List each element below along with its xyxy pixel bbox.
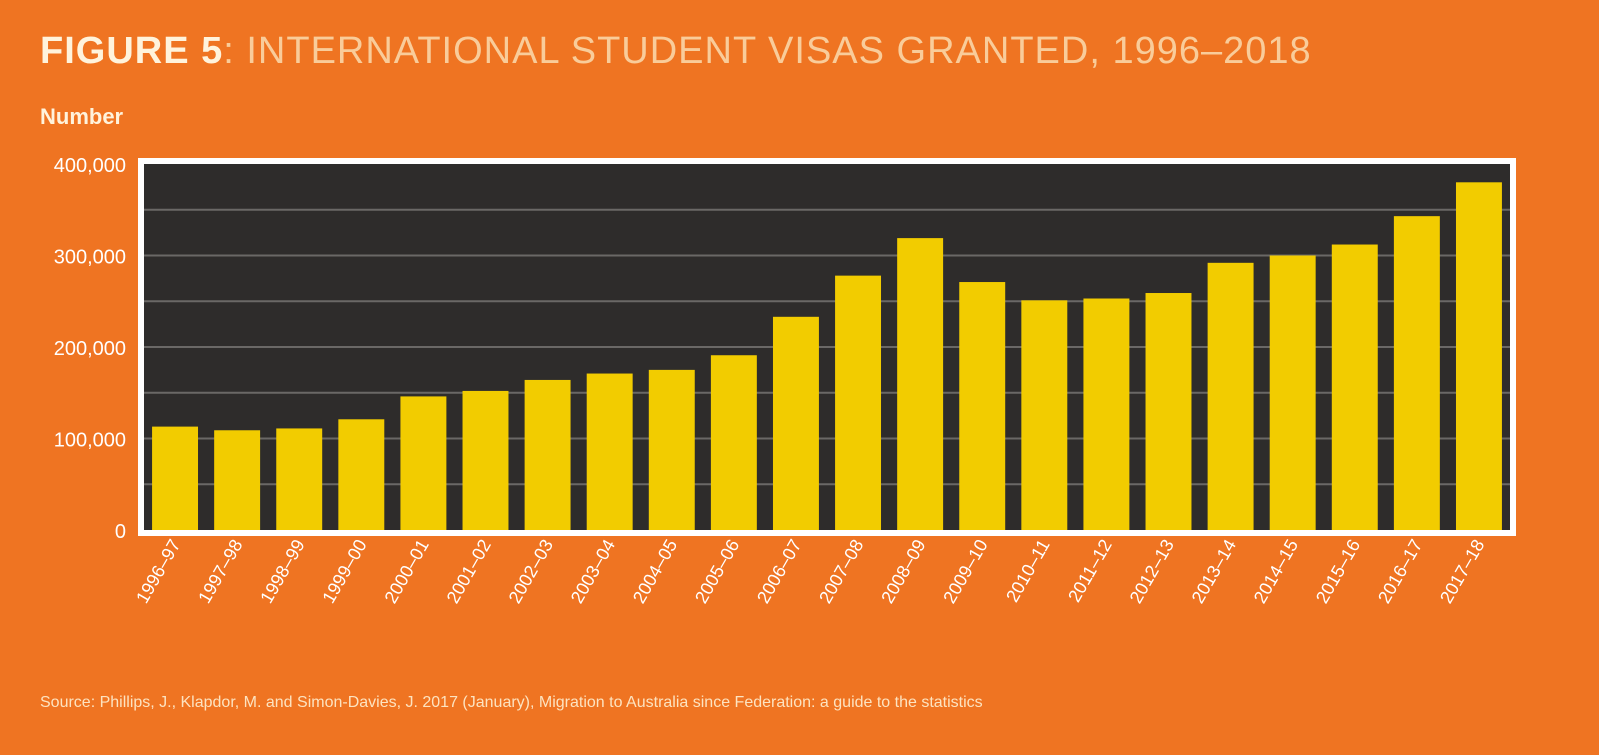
- x-tick-label: 2014–15: [1250, 536, 1302, 607]
- bar: [276, 428, 323, 530]
- bar: [1269, 255, 1316, 530]
- bar: [524, 379, 571, 530]
- bar: [1455, 182, 1502, 531]
- x-tick-label: 2008–09: [877, 536, 929, 607]
- x-tick-label: 2007–08: [815, 536, 867, 607]
- y-tick-label: 300,000: [54, 247, 126, 269]
- y-axis-label: Number: [40, 104, 124, 129]
- x-tick-label: 2004–05: [629, 536, 681, 607]
- bar: [462, 390, 509, 530]
- x-tick-label: 2003–04: [567, 536, 619, 607]
- bar: [1207, 262, 1254, 530]
- x-tick-label: 2005–06: [691, 536, 743, 607]
- figure-title: : INTERNATIONAL STUDENT VISAS GRANTED, 1…: [223, 30, 1312, 72]
- x-tick-label: 1998–99: [256, 536, 308, 607]
- bar: [1021, 300, 1068, 530]
- x-tick-label: 1997–98: [194, 536, 246, 607]
- bar: [1393, 216, 1440, 530]
- bar: [1145, 293, 1192, 530]
- x-tick-label: 2015–16: [1312, 536, 1364, 607]
- bar: [835, 275, 882, 530]
- y-tick-label: 400,000: [54, 155, 126, 177]
- y-tick-label: 100,000: [54, 430, 126, 452]
- source-note: Source: Phillips, J., Klapdor, M. and Si…: [40, 694, 983, 711]
- bar: [586, 373, 633, 530]
- plot-frame: [138, 158, 1516, 536]
- x-tick-label: 2011–12: [1064, 536, 1116, 606]
- x-tick-label: 2002–03: [505, 536, 557, 607]
- figure-label: FIGURE 5: [40, 30, 224, 72]
- bar: [648, 369, 695, 530]
- x-tick-label: 1999–00: [318, 536, 370, 607]
- bar: [897, 238, 944, 531]
- bar: [400, 396, 447, 530]
- x-tick-label: 2017–18: [1436, 536, 1488, 607]
- y-tick-label: 200,000: [54, 338, 126, 360]
- bar: [959, 282, 1006, 530]
- bar: [772, 316, 819, 530]
- x-tick-label: 2000–01: [381, 536, 433, 607]
- bar: [338, 419, 385, 530]
- x-tick-label: 1996–97: [132, 536, 184, 607]
- bar: [710, 355, 757, 530]
- x-tick-label: 2012–13: [1126, 536, 1178, 607]
- x-tick-label: 2006–07: [753, 536, 805, 607]
- bar: [152, 426, 199, 530]
- x-tick-label: 2009–10: [939, 536, 991, 607]
- bar: [214, 430, 261, 530]
- x-tick-label: 2013–14: [1188, 536, 1240, 607]
- x-tick-label: 2016–17: [1374, 536, 1426, 607]
- x-tick-label: 2010–11: [1002, 536, 1054, 606]
- chart-title: FIGURE 5: INTERNATIONAL STUDENT VISAS GR…: [40, 30, 1312, 73]
- bar: [1083, 298, 1130, 530]
- y-tick-label: 0: [115, 521, 126, 543]
- bar: [1331, 244, 1378, 530]
- x-tick-label: 2001–02: [443, 536, 495, 607]
